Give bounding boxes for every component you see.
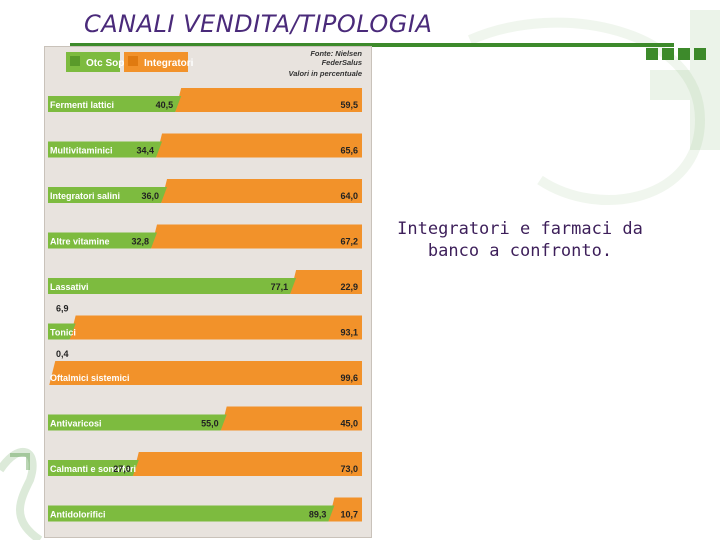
bar-integratori — [156, 133, 362, 158]
legend-label-integratori: Integratori — [144, 58, 194, 69]
slide-caption: Integratori e farmaci da banco a confron… — [397, 219, 643, 261]
deco-square — [662, 48, 674, 60]
bar-otc — [48, 460, 139, 476]
value-label-otc: 6,9 — [56, 304, 69, 314]
bar-otc — [48, 278, 297, 294]
legend-swatch-otc-inner — [70, 56, 80, 66]
bars-group: Fermenti lattici 40,5 59,5 Multivitaminici 3… — [48, 88, 362, 522]
category-label: Fermenti lattici — [50, 100, 114, 110]
category-label: Altre vitamine — [50, 237, 110, 247]
value-label-integratori: 99,6 — [340, 373, 358, 383]
value-label-integratori: 65,6 — [340, 146, 358, 156]
bar-integratori — [175, 88, 362, 112]
deco-square — [694, 48, 706, 60]
bar-otc — [48, 505, 335, 522]
legend-swatch-integratori-inner — [128, 56, 138, 66]
bar-otc — [48, 323, 76, 340]
category-label: Oftalmici sistemici — [50, 373, 130, 383]
category-label: Antivaricosi — [50, 419, 102, 429]
value-label-otc: 34,4 — [136, 146, 154, 156]
value-label-integratori: 22,9 — [340, 282, 358, 292]
bar-integratori — [220, 406, 362, 431]
value-label-otc: 89,3 — [309, 510, 327, 520]
legend: Otc Sop Integratori — [66, 52, 194, 72]
title-underline — [70, 43, 674, 47]
source-line-1: Fonte: Nielsen — [310, 49, 362, 58]
value-label-otc: 27,0 — [113, 464, 131, 474]
value-label-integratori: 73,0 — [340, 464, 358, 474]
value-label-integratori: 59,5 — [340, 100, 358, 110]
deco-cross-shape — [650, 10, 720, 150]
bar-otc — [48, 141, 163, 158]
slide-title: CANALI VENDITA/TIPOLOGIA — [84, 10, 433, 38]
legend-label-otc: Otc Sop — [86, 58, 124, 69]
deco-swirl — [0, 447, 43, 540]
value-label-integratori: 93,1 — [340, 328, 358, 338]
value-label-otc: 77,1 — [271, 282, 289, 292]
value-label-otc: 55,0 — [201, 419, 219, 429]
value-label-integratori: 67,2 — [340, 237, 358, 247]
bar-integratori — [132, 452, 362, 476]
source-line-2: FederSalus — [322, 58, 362, 67]
category-label: Calmanti e sonniferi — [50, 464, 136, 474]
bar-integratori — [290, 270, 362, 294]
bar-otc — [48, 414, 227, 431]
value-label-integratori: 45,0 — [340, 419, 358, 429]
value-label-integratori: 64,0 — [340, 191, 358, 201]
deco-swirl — [10, 453, 30, 470]
value-label-integratori: 10,7 — [340, 510, 358, 520]
value-label-otc: 40,5 — [156, 100, 174, 110]
value-label-otc: 32,8 — [131, 237, 149, 247]
category-label: Integratori salini — [50, 191, 120, 201]
category-label: Antidolorifici — [50, 510, 106, 520]
bar-integratori — [161, 179, 362, 203]
bar-otc — [48, 232, 157, 249]
bar-integratori — [69, 315, 362, 340]
stacked-bar-chart: Otc Sop Integratori Fonte: Nielsen Feder… — [48, 49, 363, 522]
chart-note: Valori in percentuale — [289, 69, 363, 78]
deco-square — [678, 48, 690, 60]
deco-square — [646, 48, 658, 60]
bar-otc — [48, 187, 168, 203]
bar-integratori — [49, 361, 362, 385]
category-label: Multivitaminici — [50, 146, 113, 156]
value-label-otc: 0,4 — [56, 349, 69, 359]
bar-otc — [48, 96, 182, 112]
category-label: Tonici — [50, 328, 76, 338]
legend-swatch-integratori — [124, 52, 188, 72]
category-label: Lassativi — [50, 282, 89, 292]
bar-integratori — [150, 224, 362, 249]
bar-integratori — [328, 497, 362, 522]
value-label-otc: 36,0 — [142, 191, 160, 201]
deco-swirl — [467, 17, 706, 205]
